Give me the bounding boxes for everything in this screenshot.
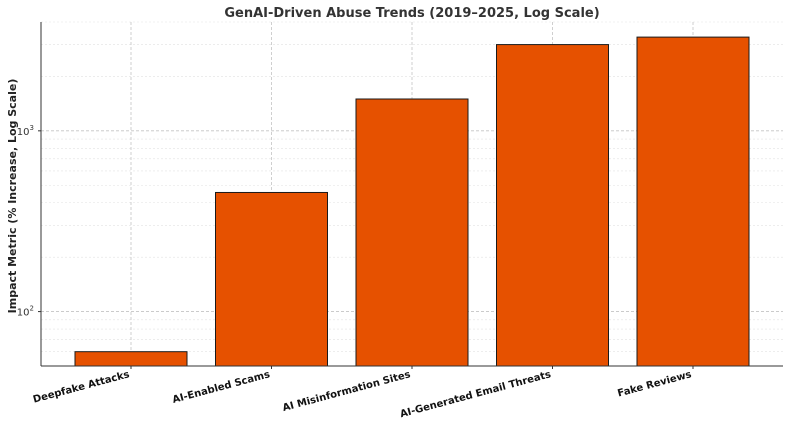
x-tick-label: AI-Generated Email Threats [399,369,552,420]
bar-ai-enabled-scams [215,191,328,367]
x-tick-label: Fake Reviews [616,369,692,399]
bar-ai-misinformation-sites [355,98,469,367]
bar-fake-reviews [636,36,750,367]
y-axis-label: Impact Metric (% Increase, Log Scale) [6,79,19,314]
x-tick-label: Deepfake Attacks [32,369,131,405]
x-tick-labels: Deepfake Attacks AI-Enabled Scams AI Misin… [32,366,694,420]
y-tick-label: 103 [17,124,34,138]
y-tick-label: 102 [17,305,34,319]
bar-ai-generated-email-threats [496,44,609,367]
chart-title: GenAI-Driven Abuse Trends (2019–2025, Lo… [224,6,599,21]
x-tick-label: AI-Enabled Scams [171,369,271,406]
x-tick-label: AI Misinformation Sites [281,369,411,414]
y-tick-labels: 102 103 [17,124,41,319]
bars [74,36,750,367]
bar-deepfake-attacks [74,351,188,367]
